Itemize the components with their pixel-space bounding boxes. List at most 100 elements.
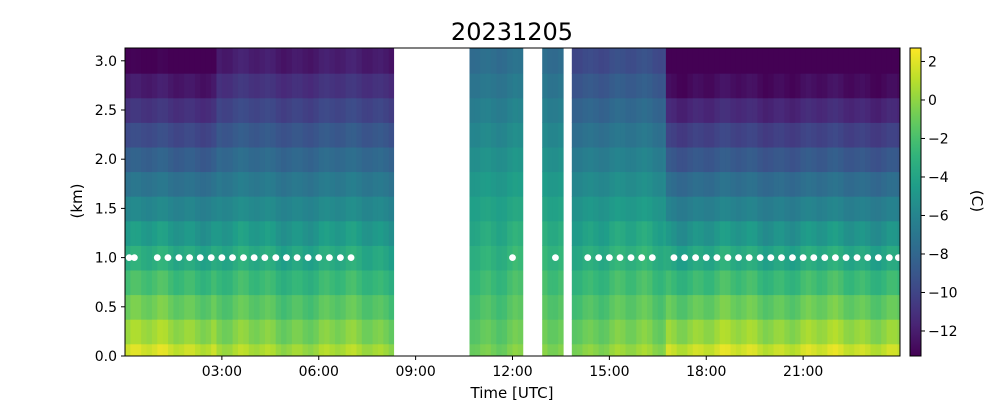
heatmap-cell (243, 343, 250, 356)
heatmap-cell (135, 343, 142, 356)
heatmap-cell (687, 343, 694, 356)
heatmap-cell (582, 97, 589, 123)
heatmap-cell (302, 122, 309, 148)
heatmap-cell (657, 146, 664, 173)
heatmap-cell (238, 343, 244, 356)
heatmap-cell (886, 220, 893, 246)
heatmap-cell (318, 196, 325, 222)
y-tick-label: 2.0 (95, 152, 117, 168)
heatmap-cell (881, 245, 888, 271)
heatmap-cell (897, 122, 900, 148)
heatmap-cell (625, 196, 632, 222)
heatmap-cell (773, 220, 780, 246)
heatmap-cell (730, 196, 737, 222)
heatmap-cell (773, 245, 780, 271)
heatmap-cell (692, 97, 699, 123)
heatmap-cell (270, 73, 277, 99)
heatmap-cell (795, 171, 802, 197)
heatmap-cell (211, 122, 218, 148)
heatmap-cell (313, 146, 320, 173)
heatmap-cell (507, 97, 514, 123)
heatmap-cell (665, 294, 672, 320)
heatmap-cell (692, 343, 699, 356)
heatmap-cell (388, 245, 395, 271)
heatmap-cell (324, 220, 331, 246)
heatmap-cell (795, 146, 802, 173)
heatmap-cell (773, 48, 780, 74)
heatmap-cell (789, 97, 796, 123)
heatmap-cell (730, 269, 737, 296)
heatmap-cell (302, 97, 309, 123)
heatmap-cell (151, 146, 158, 173)
heatmap-cell (318, 269, 325, 296)
heatmap-cell (832, 343, 839, 356)
heatmap-cell (259, 48, 266, 74)
heatmap-cell (891, 319, 898, 345)
marker-point (853, 254, 861, 261)
heatmap-cell (178, 97, 185, 123)
heatmap-cell (157, 171, 164, 197)
heatmap-cell (307, 48, 314, 74)
heatmap-cell (351, 48, 358, 74)
heatmap-cell (897, 319, 900, 345)
heatmap-cell (517, 73, 524, 99)
marker-point (789, 254, 796, 261)
heatmap-cell (372, 220, 379, 246)
heatmap-cell (827, 294, 834, 320)
heatmap-cell (725, 122, 732, 148)
heatmap-cell (205, 122, 212, 148)
heatmap-cell (173, 343, 180, 356)
heatmap-cell (778, 220, 785, 246)
heatmap-cell (141, 319, 148, 345)
heatmap-cell (480, 196, 487, 222)
heatmap-cell (248, 122, 255, 148)
heatmap-cell (577, 73, 584, 99)
heatmap-cell (625, 122, 632, 148)
heatmap-cell (485, 220, 492, 246)
heatmap-cell (329, 97, 336, 123)
colorbar (909, 47, 922, 357)
heatmap-cell (703, 269, 710, 296)
heatmap-cell (367, 294, 374, 320)
heatmap-cell (625, 48, 632, 74)
heatmap-cell (135, 122, 142, 148)
heatmap-cell (719, 220, 726, 246)
heatmap-cell (800, 171, 807, 197)
heatmap-cell (254, 294, 261, 320)
heatmap-cell (281, 171, 288, 197)
heatmap-cell (630, 146, 637, 173)
heatmap-cells (125, 48, 900, 356)
heatmap-cell (512, 97, 519, 123)
heatmap-cell (227, 122, 234, 148)
heatmap-cell (194, 269, 201, 296)
heatmap-cell (636, 73, 643, 99)
heatmap-cell (178, 73, 185, 99)
heatmap-cell (264, 220, 271, 246)
heatmap-cell (598, 122, 605, 148)
heatmap-cell (383, 48, 390, 74)
heatmap-cell (485, 48, 492, 74)
heatmap-cell (789, 196, 796, 222)
heatmap-cell (609, 146, 616, 173)
heatmap-cell (614, 48, 621, 74)
heatmap-cell (178, 171, 185, 197)
heatmap-cell (854, 97, 861, 123)
heatmap-cell (490, 319, 497, 345)
heatmap-cell (297, 171, 304, 197)
heatmap-cell (372, 319, 379, 345)
heatmap-cell (671, 220, 678, 246)
heatmap-cell (367, 171, 374, 197)
heatmap-cell (474, 294, 481, 320)
heatmap-cell (665, 97, 672, 123)
heatmap-cell (243, 220, 250, 246)
heatmap-cell (485, 343, 492, 356)
heatmap-cell (671, 294, 678, 320)
heatmap-cell (757, 73, 764, 99)
heatmap-cell (620, 171, 627, 197)
heatmap-cell (875, 294, 882, 320)
heatmap-cell (351, 294, 358, 320)
heatmap-cell (870, 73, 877, 99)
heatmap-cell (641, 220, 648, 246)
heatmap-cell (703, 343, 710, 356)
heatmap-cell (703, 196, 710, 222)
